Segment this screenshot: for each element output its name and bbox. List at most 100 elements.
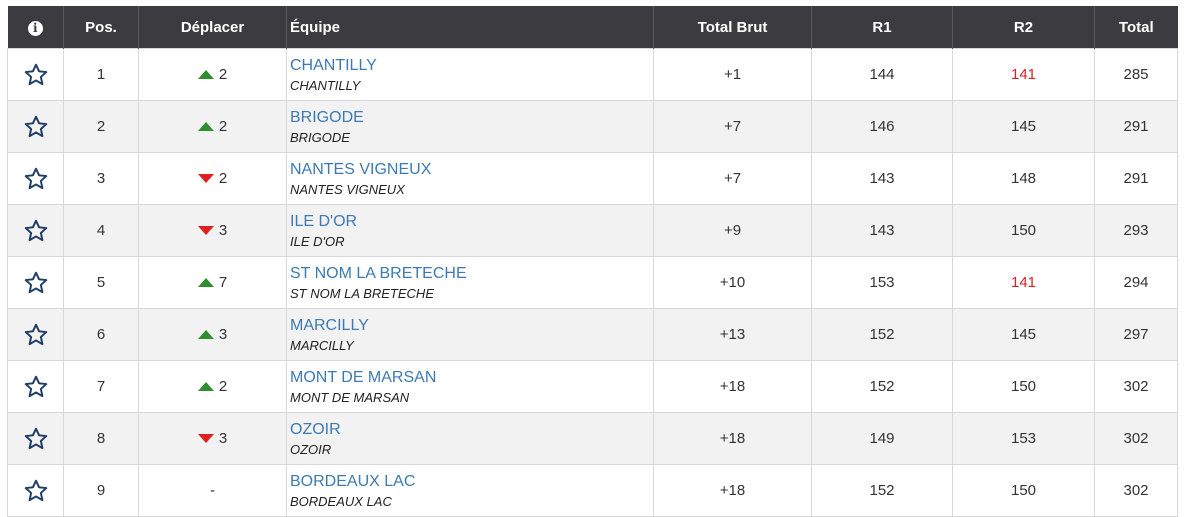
star-icon[interactable]: [23, 478, 49, 504]
r2-cell: 150: [953, 205, 1095, 257]
r2-cell: 141: [953, 49, 1095, 101]
r1-cell: 146: [812, 101, 953, 153]
total-cell: 293: [1095, 205, 1178, 257]
star-icon[interactable]: [23, 62, 49, 88]
total-cell: 302: [1095, 413, 1178, 465]
table-row: 1 2 CHANTILLY CHANTILLY +1 144 141 285: [8, 49, 1178, 101]
total-brut-header: Total Brut: [654, 6, 812, 49]
team-link[interactable]: NANTES VIGNEUX: [290, 160, 653, 179]
star-icon[interactable]: [23, 426, 49, 452]
r2-cell: 148: [953, 153, 1095, 205]
table-row: 9 - BORDEAUX LAC BORDEAUX LAC +18 152 15…: [8, 465, 1178, 517]
position-cell: 9: [64, 465, 139, 517]
star-icon[interactable]: [23, 218, 49, 244]
star-icon[interactable]: [23, 114, 49, 140]
team-link[interactable]: ILE D'OR: [290, 212, 653, 231]
team-link[interactable]: OZOIR: [290, 420, 653, 439]
team-cell: BRIGODE BRIGODE: [287, 101, 654, 153]
position-cell: 7: [64, 361, 139, 413]
position-cell: 8: [64, 413, 139, 465]
r2-cell: 150: [953, 361, 1095, 413]
total-cell: 297: [1095, 309, 1178, 361]
team-cell: ST NOM LA BRETECHE ST NOM LA BRETECHE: [287, 257, 654, 309]
r1-cell: 152: [812, 309, 953, 361]
movement-value: 2: [219, 170, 227, 187]
movement: 7: [198, 274, 227, 291]
table-row: 5 7 ST NOM LA BRETECHE ST NOM LA BRETECH…: [8, 257, 1178, 309]
total-header: Total: [1095, 6, 1178, 49]
position-cell: 4: [64, 205, 139, 257]
position-cell: 6: [64, 309, 139, 361]
table-header-row: i Pos. Déplacer Équipe Total Brut R1 R2 …: [8, 6, 1178, 49]
star-icon[interactable]: [23, 322, 49, 348]
team-club: ILE D'OR: [290, 233, 653, 250]
team-club: BRIGODE: [290, 129, 653, 146]
favorite-cell: [8, 49, 64, 101]
movement: 3: [198, 222, 227, 239]
position-cell: 2: [64, 101, 139, 153]
movement: 2: [198, 118, 227, 135]
movement-cell: -: [139, 465, 287, 517]
team-club: ST NOM LA BRETECHE: [290, 285, 653, 302]
table-row: 6 3 MARCILLY MARCILLY +13 152 145 297: [8, 309, 1178, 361]
arrow-up-icon: [198, 330, 214, 339]
r2-cell: 141: [953, 257, 1095, 309]
team-cell: BORDEAUX LAC BORDEAUX LAC: [287, 465, 654, 517]
favorite-cell: [8, 309, 64, 361]
star-icon[interactable]: [23, 270, 49, 296]
table-row: 3 2 NANTES VIGNEUX NANTES VIGNEUX +7 143…: [8, 153, 1178, 205]
table-row: 8 3 OZOIR OZOIR +18 149 153 302: [8, 413, 1178, 465]
r2-header: R2: [953, 6, 1095, 49]
team-link[interactable]: CHANTILLY: [290, 56, 653, 75]
movement: 2: [198, 170, 227, 187]
arrow-up-icon: [198, 382, 214, 391]
r1-cell: 152: [812, 465, 953, 517]
r2-cell: 153: [953, 413, 1095, 465]
team-link[interactable]: MONT DE MARSAN: [290, 368, 653, 387]
position-cell: 5: [64, 257, 139, 309]
total-cell: 302: [1095, 361, 1178, 413]
info-header[interactable]: i: [8, 6, 64, 49]
arrow-up-icon: [198, 278, 214, 287]
team-link[interactable]: BRIGODE: [290, 108, 653, 127]
info-icon[interactable]: i: [28, 21, 43, 36]
movement: 2: [198, 378, 227, 395]
movement: -: [210, 482, 215, 499]
team-club: NANTES VIGNEUX: [290, 181, 653, 198]
star-icon[interactable]: [23, 374, 49, 400]
star-icon[interactable]: [23, 166, 49, 192]
arrow-up-icon: [198, 70, 214, 79]
movement-value: 2: [219, 66, 227, 83]
arrow-down-icon: [198, 226, 214, 235]
total-brut-cell: +18: [654, 361, 812, 413]
team-link[interactable]: BORDEAUX LAC: [290, 472, 653, 491]
total-cell: 285: [1095, 49, 1178, 101]
table-row: 2 2 BRIGODE BRIGODE +7 146 145 291: [8, 101, 1178, 153]
favorite-cell: [8, 465, 64, 517]
movement-value: 2: [219, 378, 227, 395]
table-row: 4 3 ILE D'OR ILE D'OR +9 143 150 293: [8, 205, 1178, 257]
movement-cell: 3: [139, 205, 287, 257]
movement-value: 3: [219, 326, 227, 343]
leaderboard-table: i Pos. Déplacer Équipe Total Brut R1 R2 …: [7, 6, 1178, 517]
team-cell: OZOIR OZOIR: [287, 413, 654, 465]
movement-cell: 3: [139, 309, 287, 361]
total-brut-cell: +18: [654, 413, 812, 465]
position-cell: 1: [64, 49, 139, 101]
movement: 3: [198, 430, 227, 447]
r1-cell: 152: [812, 361, 953, 413]
table-row: 7 2 MONT DE MARSAN MONT DE MARSAN +18 15…: [8, 361, 1178, 413]
team-cell: MARCILLY MARCILLY: [287, 309, 654, 361]
r1-cell: 144: [812, 49, 953, 101]
team-club: OZOIR: [290, 441, 653, 458]
movement-cell: 2: [139, 361, 287, 413]
total-brut-cell: +13: [654, 309, 812, 361]
arrow-up-icon: [198, 122, 214, 131]
team-link[interactable]: ST NOM LA BRETECHE: [290, 264, 653, 283]
r2-cell: 150: [953, 465, 1095, 517]
favorite-cell: [8, 413, 64, 465]
movement-value: 7: [219, 274, 227, 291]
movement-cell: 7: [139, 257, 287, 309]
team-link[interactable]: MARCILLY: [290, 316, 653, 335]
